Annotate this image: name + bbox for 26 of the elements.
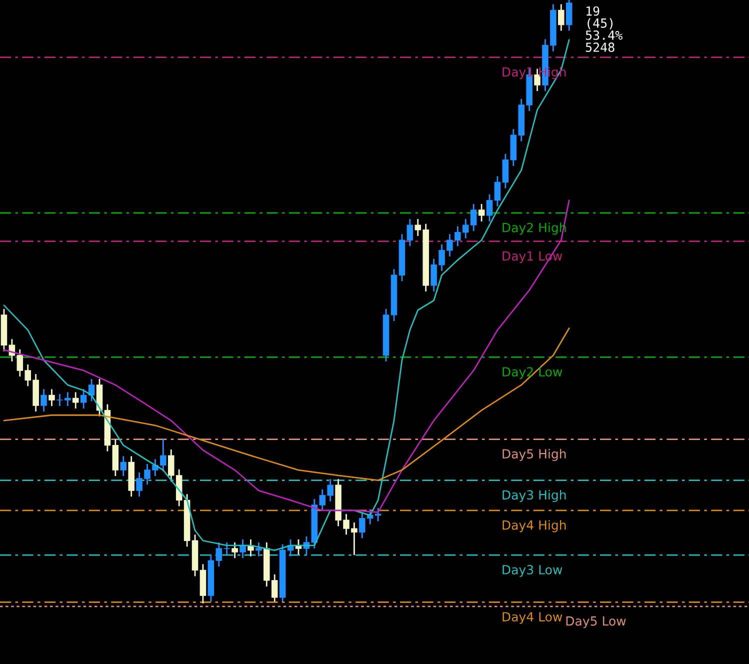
ref-line-label: Day4 Low: [502, 612, 562, 624]
candlestick: [502, 153, 509, 189]
text: 5248: [586, 42, 614, 52]
candlestick: [406, 218, 414, 247]
candlestick: [486, 194, 493, 222]
text: (45): [588, 18, 613, 30]
candlestick: [478, 203, 485, 222]
candlestick: [40, 388, 47, 412]
candlestick: [240, 538, 246, 559]
candlestick: [120, 455, 127, 477]
candlestick: [566, 0, 572, 32]
candlestick: [494, 175, 501, 208]
candlestick: [48, 388, 55, 407]
candlestick: [558, 4, 564, 32]
ref-line-label: Day3 High: [502, 490, 566, 502]
candlestick: [72, 392, 79, 410]
candlestick: [232, 542, 238, 559]
text: 53.4%: [586, 30, 622, 40]
ref-line-label: Day5 High: [502, 448, 566, 462]
ref-line-label: Day2 Low: [502, 367, 562, 379]
candlestick: [256, 542, 262, 558]
text: 19: [586, 6, 600, 16]
candlestick: [80, 388, 87, 410]
ref-line-label: Day3 Low: [502, 564, 562, 577]
ref-line-label: Day4 High: [502, 520, 566, 532]
ref-line-label: Day5 Low: [566, 616, 626, 628]
